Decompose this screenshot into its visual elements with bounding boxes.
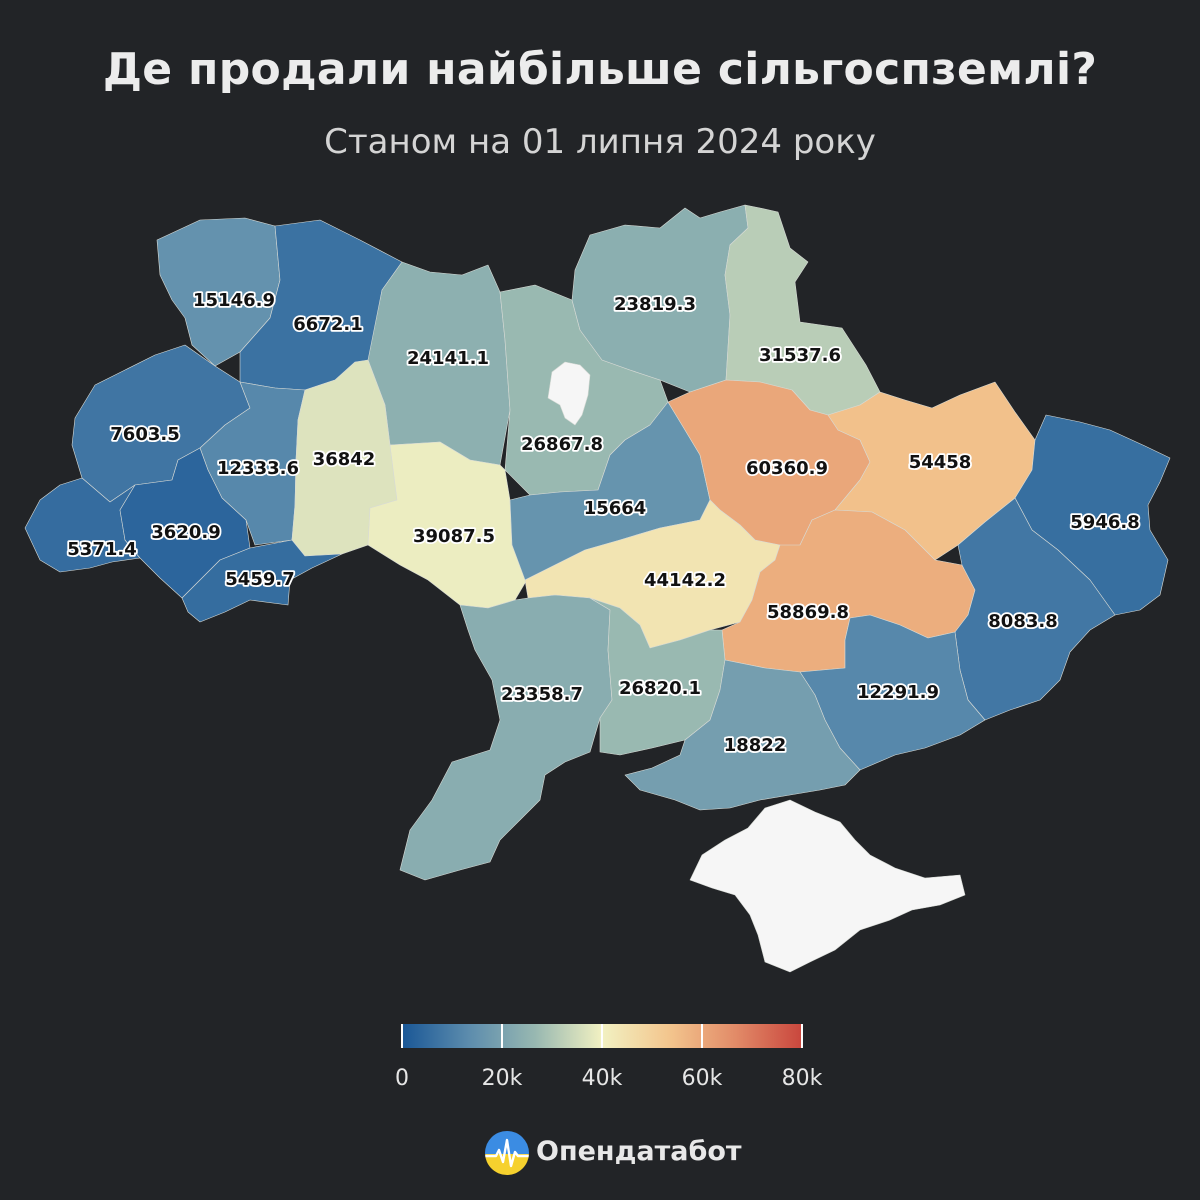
value-label-cherkasy: 15664: [584, 498, 647, 519]
value-label-donetsk: 8083.8: [988, 611, 1057, 632]
map-subtitle: Станом на 01 липня 2024 року: [324, 122, 876, 162]
value-label-zaporizhzhia: 12291.9: [857, 682, 939, 703]
value-label-ternopil: 12333.6: [217, 458, 299, 479]
value-label-chernihiv: 23819.3: [614, 294, 696, 315]
value-label-zhytomyr: 24141.1: [407, 348, 489, 369]
scale-tick-label: 20k: [481, 1066, 523, 1091]
value-label-dnipropetrovsk: 58869.8: [767, 602, 849, 623]
value-label-kherson: 18822: [724, 735, 787, 756]
scale-tick-label: 80k: [781, 1066, 823, 1091]
value-label-odesa: 23358.7: [501, 684, 583, 705]
value-label-volyn: 15146.9: [193, 290, 275, 311]
color-scale-bar: [401, 1024, 803, 1048]
scale-tick-label: 60k: [681, 1066, 723, 1091]
brand-name: Опендатабот: [536, 1136, 742, 1167]
ukraine-map: 15146.9 6672.1 24141.1 23819.3 31537.6 7…: [24, 204, 1171, 973]
value-label-lviv: 7603.5: [110, 424, 179, 445]
region-crimea: [689, 799, 966, 973]
region-kyiv-city: [547, 361, 591, 426]
value-label-luhansk: 5946.8: [1070, 512, 1139, 533]
value-label-kyiv-oblast: 26867.8: [521, 434, 603, 455]
region-chernivtsi: [181, 539, 343, 623]
value-label-chernivtsi: 5459.7: [225, 569, 294, 590]
region-kherson: [624, 659, 861, 811]
region-donetsk: [954, 497, 1116, 721]
scale-tick-label: 0: [395, 1066, 409, 1091]
value-label-mykolaiv: 26820.1: [619, 678, 701, 699]
value-label-kirovohrad: 44142.2: [644, 570, 726, 591]
value-label-rivne: 6672.1: [293, 314, 362, 335]
map-title: Де продали найбільше сільгоспземлі?: [102, 44, 1098, 95]
value-label-ivano-frankivsk: 3620.9: [151, 522, 220, 543]
opendatabot-logo-icon: [485, 1131, 529, 1175]
scale-tick-label: 40k: [581, 1066, 623, 1091]
value-label-kharkiv: 54458: [909, 452, 972, 473]
region-odesa: [399, 594, 613, 881]
value-label-vinnytsia: 39087.5: [413, 526, 495, 547]
value-label-sumy: 31537.6: [759, 345, 841, 366]
value-label-zakarpattia: 5371.4: [67, 539, 136, 560]
value-label-khmelnytskyi: 36842: [313, 449, 376, 470]
value-label-poltava: 60360.9: [746, 458, 828, 479]
